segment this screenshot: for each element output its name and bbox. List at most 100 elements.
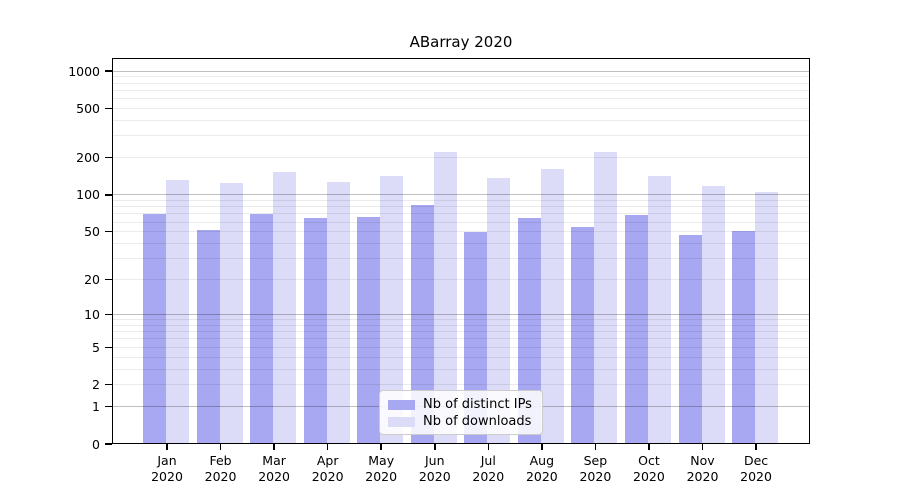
- gridline-minor-80: [112, 206, 810, 208]
- x-tick-mark-mar-2020: [273, 444, 275, 450]
- x-tick-mark-nov-2020: [701, 444, 704, 450]
- bar-nb-of-distinct-ips-jun-2020: [410, 205, 434, 444]
- y-tick-label-100: 100: [76, 187, 100, 203]
- y-tick-label-5: 5: [92, 339, 100, 355]
- y-tick-mark-10: [105, 313, 112, 316]
- gridline-minor-60: [112, 221, 810, 223]
- gridline-minor-400: [112, 119, 810, 121]
- x-tick-mark-feb-2020: [219, 444, 222, 450]
- x-tick-label-dec-2020: Dec 2020: [740, 453, 772, 484]
- grid-layer: [112, 58, 810, 444]
- x-tick-label-may-2020: May 2020: [365, 453, 398, 484]
- y-tick-label-2: 2: [92, 377, 100, 393]
- x-tick-label-oct-2020: Oct 2020: [633, 453, 665, 484]
- bar-nb-of-downloads-dec-2020: [755, 192, 779, 444]
- bars-layer: [112, 58, 810, 444]
- gridline-minor-70: [112, 213, 810, 215]
- bar-nb-of-downloads-jun-2020: [433, 151, 457, 444]
- x-tick-label-jan-2020: Jan 2020: [151, 453, 183, 484]
- x-tick-label-aug-2020: Aug 2020: [525, 453, 558, 484]
- bar-nb-of-distinct-ips-jan-2020: [143, 213, 166, 444]
- x-tick-mark-jan-2020: [166, 444, 168, 450]
- gridline-minor-4: [112, 356, 810, 358]
- bar-nb-of-distinct-ips-aug-2020: [517, 217, 541, 444]
- legend-item-nb-of-distinct-ips: Nb of distinct IPs: [388, 396, 534, 413]
- x-tick-mark-jul-2020: [487, 444, 490, 450]
- y-tick-label-200: 200: [76, 150, 100, 166]
- gridline-minor-90: [112, 199, 810, 201]
- gridline-minor-200: [112, 157, 810, 159]
- x-tick-mark-may-2020: [380, 444, 382, 450]
- bar-nb-of-downloads-nov-2020: [701, 186, 725, 444]
- gridline-minor-600: [112, 98, 810, 100]
- gridline-minor-50: [112, 231, 810, 233]
- y-tick-mark-1: [105, 405, 112, 408]
- y-tick-mark-0: [105, 443, 112, 445]
- x-tick-mark-oct-2020: [648, 444, 650, 450]
- bar-nb-of-downloads-jan-2020: [166, 180, 189, 444]
- bar-nb-of-downloads-may-2020: [380, 176, 404, 444]
- legend-label-nb-of-distinct-ips: Nb of distinct IPs: [423, 397, 532, 412]
- y-tick-mark-2: [105, 383, 112, 386]
- bar-nb-of-downloads-sep-2020: [594, 151, 618, 444]
- x-tick-label-mar-2020: Mar 2020: [258, 453, 290, 484]
- gridline-minor-700: [112, 89, 810, 91]
- x-tick-label-jun-2020: Jun 2020: [418, 453, 451, 484]
- bar-nb-of-downloads-feb-2020: [219, 183, 243, 444]
- bar-nb-of-downloads-aug-2020: [540, 168, 564, 444]
- gridline-minor-3: [112, 368, 810, 370]
- y-tick-label-1: 1: [92, 399, 100, 415]
- x-tick-label-feb-2020: Feb 2020: [204, 453, 237, 484]
- legend-item-nb-of-downloads: Nb of downloads: [388, 413, 534, 430]
- x-tick-mark-jun-2020: [434, 444, 436, 450]
- gridline-minor-6: [112, 338, 810, 340]
- bar-nb-of-downloads-mar-2020: [273, 172, 297, 444]
- gridline-minor-300: [112, 135, 810, 137]
- x-tick-mark-aug-2020: [541, 444, 543, 450]
- gridline-minor-900: [112, 76, 810, 78]
- x-tick-mark-sep-2020: [594, 444, 597, 450]
- legend-label-nb-of-downloads: Nb of downloads: [423, 414, 532, 429]
- bar-nb-of-distinct-ips-apr-2020: [303, 217, 327, 444]
- y-tick-mark-20: [105, 278, 112, 281]
- y-tick-mark-5: [105, 346, 112, 349]
- x-tick-mark-dec-2020: [755, 444, 757, 450]
- gridline-minor-20: [112, 279, 810, 281]
- gridline-minor-7: [112, 331, 810, 333]
- bar-nb-of-downloads-oct-2020: [647, 175, 671, 444]
- x-tick-mark-apr-2020: [326, 444, 329, 450]
- chart-title: ABarray 2020: [409, 33, 513, 51]
- x-tick-label-sep-2020: Sep 2020: [579, 453, 612, 484]
- gridline-minor-800: [112, 82, 810, 84]
- y-tick-mark-500: [105, 107, 112, 110]
- legend: Nb of distinct IPs Nb of downloads: [379, 390, 543, 435]
- bar-nb-of-distinct-ips-nov-2020: [678, 235, 702, 444]
- y-tick-mark-50: [105, 230, 112, 233]
- x-tick-label-apr-2020: Apr 2020: [311, 453, 344, 484]
- gridline-major-10: [112, 314, 810, 316]
- gridline-major-100: [112, 194, 810, 196]
- bar-nb-of-distinct-ips-oct-2020: [624, 215, 648, 444]
- bar-nb-of-distinct-ips-mar-2020: [250, 213, 274, 444]
- x-tick-label-jul-2020: Jul 2020: [472, 453, 505, 484]
- gridline-minor-30: [112, 258, 810, 260]
- legend-swatch-nb-of-downloads: [388, 416, 415, 427]
- bar-nb-of-distinct-ips-feb-2020: [196, 229, 220, 444]
- bar-nb-of-distinct-ips-dec-2020: [732, 230, 756, 444]
- bar-nb-of-downloads-apr-2020: [326, 182, 350, 444]
- y-tick-label-50: 50: [84, 224, 100, 240]
- axes-layer: 0 1 2 5 10 20 50 100 200 500 1000 Jan 2020 Feb 2020 Mar…: [68, 58, 810, 484]
- plot-area: 0 1 2 5 10 20 50 100 200 500 1000 Jan 2020 Feb 2020 Mar…: [68, 58, 810, 484]
- y-tick-mark-200: [105, 156, 112, 159]
- bar-nb-of-distinct-ips-sep-2020: [571, 226, 595, 444]
- y-tick-label-0: 0: [92, 436, 100, 452]
- gridline-minor-40: [112, 243, 810, 245]
- legend-swatch-nb-of-distinct-ips: [388, 399, 415, 410]
- bar-nb-of-distinct-ips-may-2020: [357, 217, 381, 444]
- gridline-major-1000: [112, 70, 810, 72]
- y-tick-mark-1000: [105, 70, 112, 72]
- gridline-minor-9: [112, 319, 810, 321]
- gridline-minor-8: [112, 324, 810, 326]
- x-tick-label-nov-2020: Nov 2020: [686, 453, 719, 484]
